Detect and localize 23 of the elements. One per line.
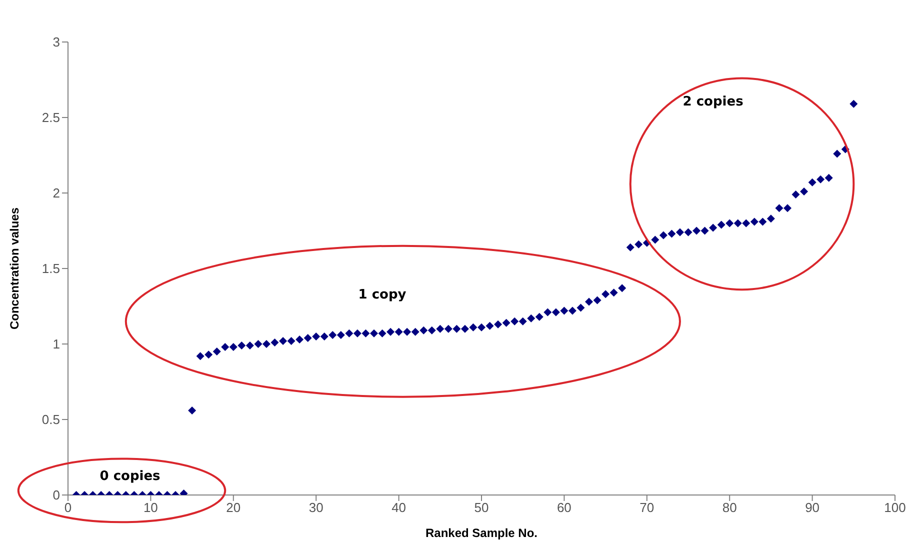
x-tick-label: 90 (805, 500, 820, 516)
y-tick-label: 1 (52, 336, 60, 352)
y-tick-label: 1.5 (42, 261, 60, 276)
x-tick-label: 30 (308, 500, 324, 516)
x-axis-title: Ranked Sample No. (425, 526, 538, 540)
annotation: 0 copies (100, 468, 161, 484)
y-tick-label: 0 (52, 488, 60, 503)
x-tick-label: 0 (64, 500, 72, 516)
annotation: 2 copies (682, 94, 744, 110)
x-tick-label: 60 (556, 500, 572, 516)
y-tick-label: 0.5 (42, 412, 60, 428)
x-tick-label: 80 (722, 500, 737, 516)
annotation: 1 copy (358, 288, 407, 303)
x-tick-label: 70 (640, 500, 654, 516)
y-tick-label: 2 (52, 186, 60, 201)
x-tick-label: 100 (884, 500, 906, 516)
y-tick-label: 2.5 (42, 110, 60, 126)
x-tick-label: 20 (226, 500, 241, 516)
y-axis-title: Concentration values (7, 207, 22, 330)
x-tick-label: 40 (392, 500, 406, 516)
x-tick-label: 10 (143, 500, 158, 516)
y-tick-label: 3 (52, 34, 60, 50)
x-tick-label: 50 (474, 500, 489, 516)
